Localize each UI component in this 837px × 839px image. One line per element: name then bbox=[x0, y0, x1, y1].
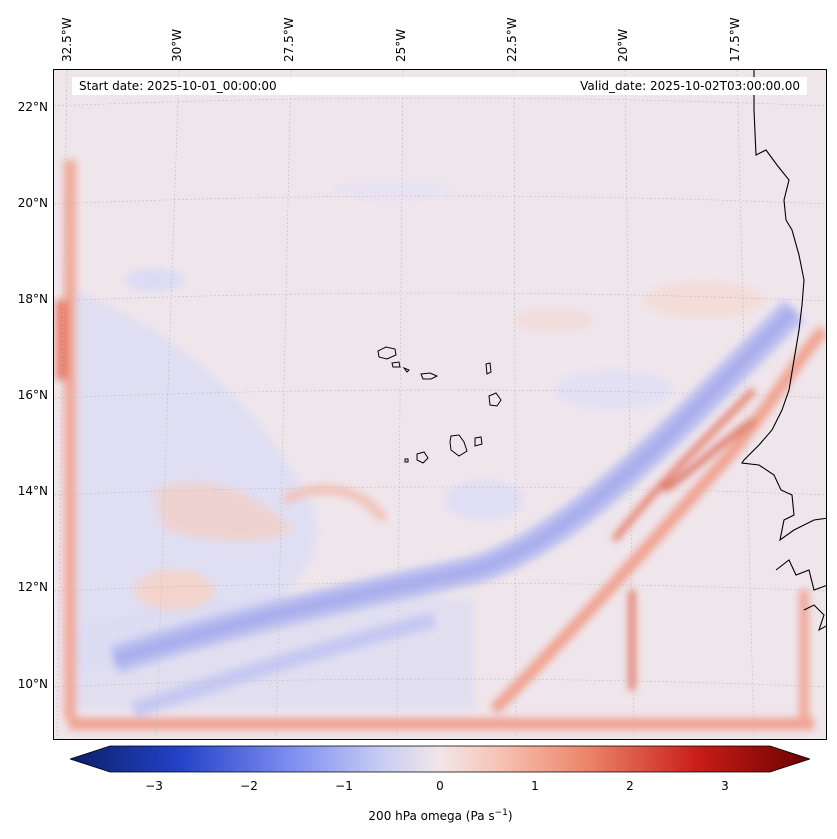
start-date-text: Start date: 2025-10-01_00:00:00 bbox=[79, 79, 277, 93]
colorbar-tick: −3 bbox=[145, 779, 163, 793]
colorbar-tick: −2 bbox=[240, 779, 258, 793]
coastline bbox=[741, 70, 826, 632]
lat-label-12N: 12°N bbox=[17, 580, 48, 594]
lat-label-18N: 18°N bbox=[17, 292, 48, 306]
lat-label-14N: 14°N bbox=[17, 484, 48, 498]
colorbar-label: 200 hPa omega (Pa s−1) bbox=[368, 808, 513, 823]
colorbar-tick: 1 bbox=[531, 779, 539, 793]
colorbar-tick: −1 bbox=[335, 779, 353, 793]
lat-label-16N: 16°N bbox=[17, 388, 48, 402]
lat-label-20N: 20°N bbox=[17, 196, 48, 210]
date-annotation-box: Start date: 2025-10-01_00:00:00 Valid_da… bbox=[72, 77, 807, 95]
lat-label-10N: 10°N bbox=[17, 677, 48, 691]
cape-verde-islands bbox=[377, 346, 502, 464]
colorbar-gradient bbox=[70, 745, 810, 773]
valid-date-text: Valid_date: 2025-10-02T03:00:00.00 bbox=[580, 79, 800, 93]
colorbar-tick: 0 bbox=[436, 779, 444, 793]
omega-field-map bbox=[54, 70, 826, 739]
map-panel[interactable] bbox=[53, 69, 827, 740]
lat-label-22N: 22°N bbox=[17, 100, 48, 114]
colorbar bbox=[70, 745, 810, 773]
colorbar-tick: 2 bbox=[626, 779, 634, 793]
colorbar-tick: 3 bbox=[721, 779, 729, 793]
omega-contours bbox=[56, 160, 826, 730]
